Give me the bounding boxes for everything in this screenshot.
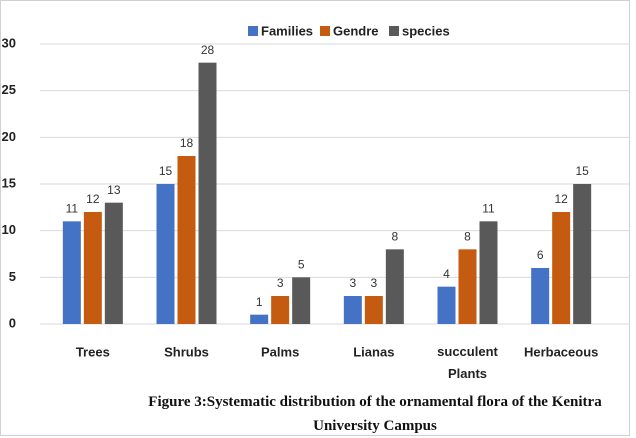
bar bbox=[271, 296, 290, 324]
bar bbox=[62, 221, 81, 324]
y-tick-label: 30 bbox=[2, 35, 16, 50]
legend-swatch bbox=[320, 26, 330, 36]
data-label: 15 bbox=[575, 164, 589, 178]
bar bbox=[156, 184, 175, 324]
bar bbox=[385, 249, 404, 324]
data-label: 5 bbox=[298, 258, 305, 272]
data-label: 11 bbox=[482, 202, 495, 216]
bar bbox=[531, 268, 550, 324]
data-label: 3 bbox=[349, 276, 356, 290]
bar bbox=[177, 156, 196, 324]
legend-label: Families bbox=[261, 23, 313, 38]
data-label: 4 bbox=[443, 267, 450, 281]
data-label: 12 bbox=[86, 192, 100, 206]
bar bbox=[343, 296, 362, 324]
bar bbox=[250, 314, 269, 324]
y-tick-label: 5 bbox=[9, 269, 16, 284]
bar bbox=[104, 202, 123, 324]
data-label: 13 bbox=[107, 183, 121, 197]
data-label: 15 bbox=[159, 164, 173, 178]
y-tick-label: 10 bbox=[2, 222, 16, 237]
x-tick-label: succulent Plants bbox=[437, 344, 498, 381]
x-tick-label: Trees bbox=[76, 344, 110, 359]
bar bbox=[198, 62, 217, 325]
legend-swatch bbox=[248, 26, 258, 36]
y-tick-label: 25 bbox=[2, 82, 16, 97]
data-label: 8 bbox=[391, 230, 398, 244]
data-label: 28 bbox=[201, 43, 215, 57]
legend-label: Gendre bbox=[333, 23, 379, 38]
x-tick-label: Herbaceous bbox=[524, 344, 598, 359]
data-label: 8 bbox=[464, 230, 471, 244]
legend-swatch bbox=[389, 26, 399, 36]
bar bbox=[292, 277, 311, 324]
bar bbox=[552, 212, 571, 324]
data-label: 12 bbox=[554, 192, 568, 206]
data-label: 1 bbox=[256, 295, 263, 309]
data-label: 3 bbox=[370, 276, 377, 290]
x-tick-label: Lianas bbox=[353, 344, 394, 359]
x-tick-label: Palms bbox=[261, 344, 299, 359]
bar bbox=[437, 286, 456, 324]
bar bbox=[83, 212, 102, 324]
bar bbox=[573, 184, 592, 324]
data-label: 3 bbox=[277, 276, 284, 290]
bar bbox=[458, 249, 477, 324]
data-label: 6 bbox=[537, 248, 544, 262]
bar bbox=[479, 221, 498, 324]
legend-label: species bbox=[402, 23, 450, 38]
figure-caption: Figure 3:Systematic distribution of the … bbox=[148, 394, 602, 434]
data-label: 11 bbox=[66, 202, 79, 216]
y-tick-label: 0 bbox=[9, 315, 16, 330]
y-tick-label: 15 bbox=[2, 175, 16, 190]
y-tick-label: 20 bbox=[2, 129, 16, 144]
bar bbox=[364, 296, 383, 324]
data-label: 18 bbox=[180, 136, 194, 150]
x-tick-label: Shrubs bbox=[164, 344, 209, 359]
